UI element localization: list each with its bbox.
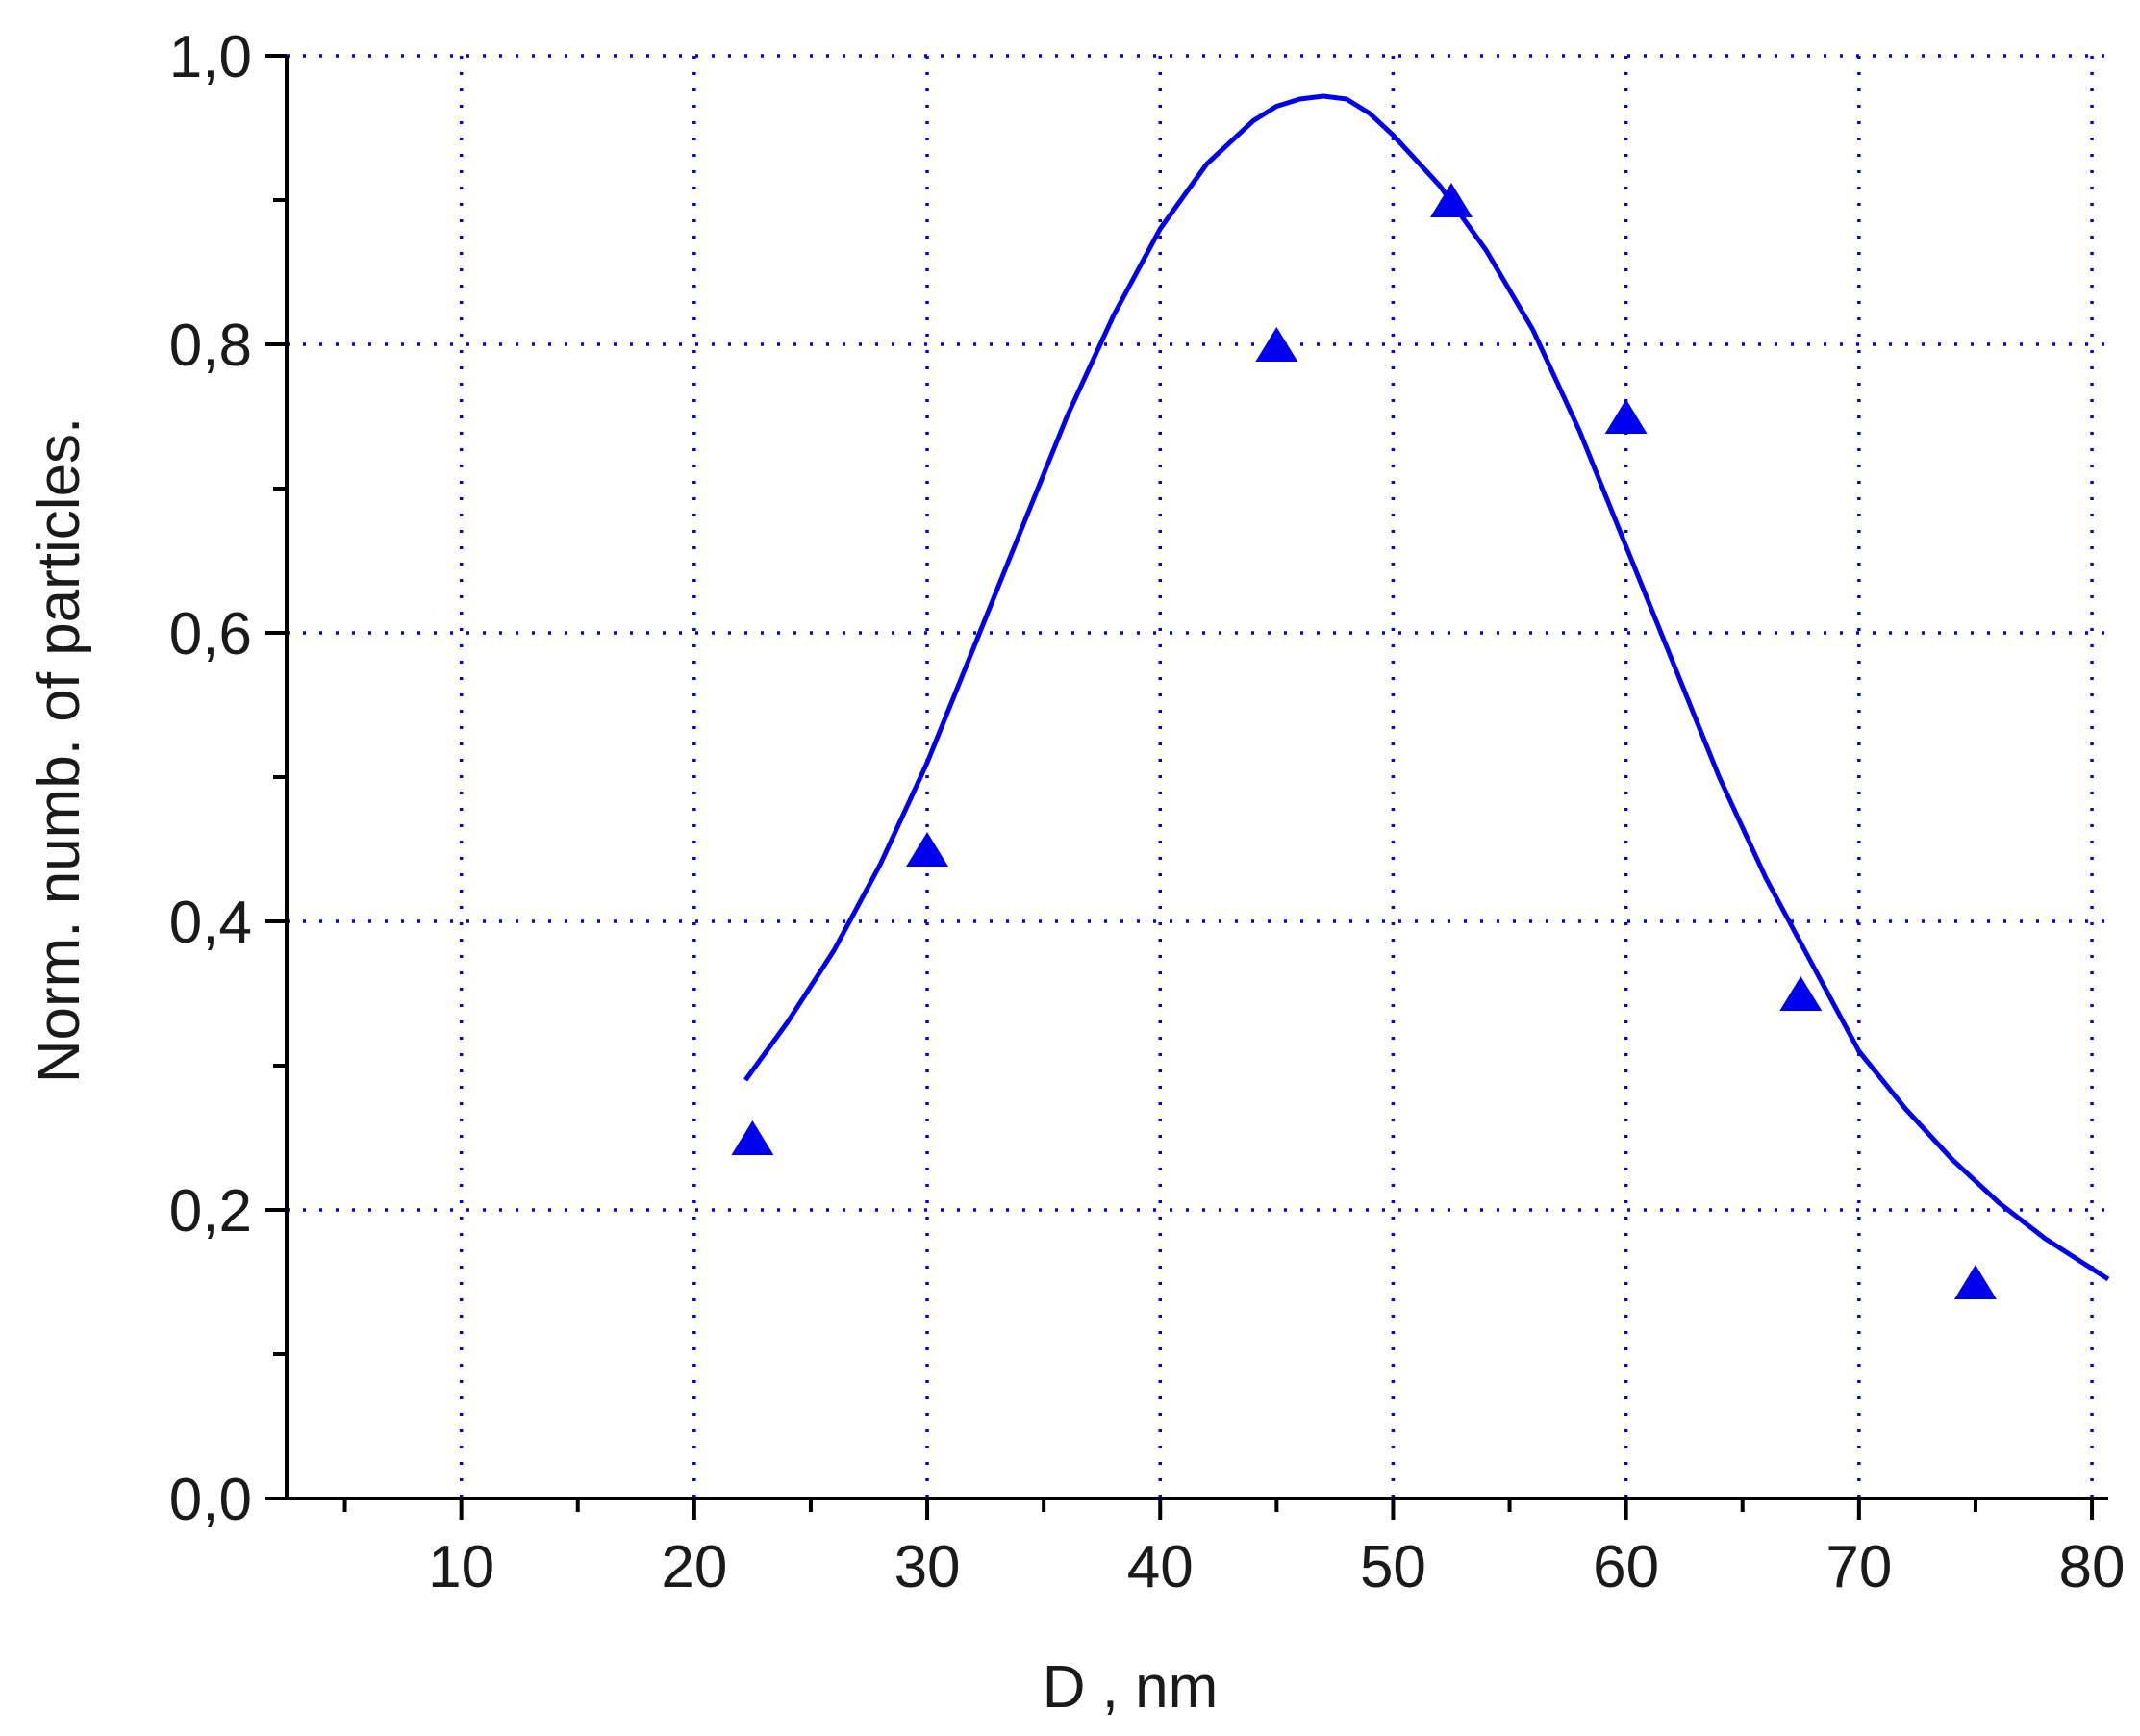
data-point-triangle [1429, 183, 1473, 217]
data-point-triangle [1779, 976, 1823, 1011]
y-tick-label: 0,6 [169, 601, 252, 667]
ticks: 10 20 30 40 50 60 70 80 0,0 0,2 0,4 0,6 0,8 1,0 [169, 24, 2126, 1600]
x-tick-label: 50 [1360, 1534, 1426, 1600]
data-point-triangle [906, 832, 949, 867]
data-point-triangle [731, 1120, 774, 1155]
fit-curve [743, 93, 2110, 1282]
plot-area [731, 93, 2110, 1299]
data-point-triangle [1255, 327, 1298, 362]
x-tick-label: 10 [428, 1534, 494, 1600]
x-tick-label: 80 [2059, 1534, 2126, 1600]
x-tick-label: 30 [894, 1534, 961, 1600]
y-axis-title: Norm. numb. of particles. [26, 417, 92, 1084]
y-tick-label: 0,8 [169, 313, 252, 379]
x-tick-label: 70 [1825, 1534, 1892, 1600]
axes [285, 56, 2108, 1500]
x-tick-label: 20 [661, 1534, 727, 1600]
data-point-triangle [1604, 399, 1648, 434]
y-tick-label: 1,0 [169, 24, 252, 90]
y-tick-label: 0,0 [169, 1467, 252, 1533]
y-tick-label: 0,4 [169, 890, 252, 956]
x-tick-label: 60 [1593, 1534, 1659, 1600]
data-point-triangle [1953, 1265, 1997, 1299]
x-tick-label: 40 [1127, 1534, 1194, 1600]
grid [287, 54, 2108, 1498]
y-tick-label: 0,2 [169, 1178, 252, 1245]
x-axis-title: D , nm [1043, 1654, 1219, 1721]
